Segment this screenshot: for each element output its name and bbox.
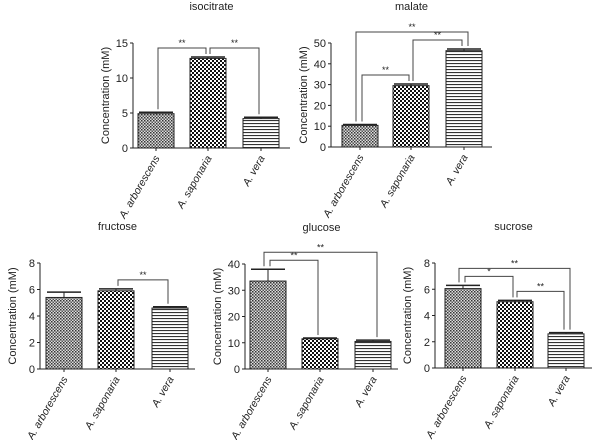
y-tick-label: 8 xyxy=(29,258,35,270)
significance-label: ** xyxy=(290,250,298,260)
significance-bracket xyxy=(355,31,469,122)
significance-bracket xyxy=(464,275,514,298)
significance-label: ** xyxy=(511,258,519,268)
x-tick-label: A. saponaria xyxy=(82,374,122,432)
chart-sucrose: sucrose Concentration (mM) 0 2 4 6 8 A. arbores… xyxy=(402,221,592,440)
bar xyxy=(547,333,585,369)
y-tick-label: 15 xyxy=(116,38,128,50)
y-tick-label: 0 xyxy=(29,364,35,376)
significance-label: ** xyxy=(317,242,325,252)
x-tick-label: A. arborescens xyxy=(116,153,163,222)
y-tick-label: 30 xyxy=(228,285,240,297)
chart-isocitrate: isocitrate Concentration (mM) 0 5 10 15 A. arb… xyxy=(100,1,290,222)
y-tick-label: 40 xyxy=(228,259,240,271)
x-tick-label: A. vera xyxy=(545,373,573,409)
significance-label: ** xyxy=(231,38,239,48)
y-tick-label: 2 xyxy=(424,337,430,349)
bar xyxy=(354,340,392,370)
chart-glucose: glucose Concentration (mM) 0 10 20 30 40 A. arb… xyxy=(212,222,398,440)
x-tick-label: A. vera xyxy=(443,152,471,188)
y-tick-label: 0 xyxy=(320,142,326,154)
chart-title: fructose xyxy=(98,221,137,233)
x-tick-label: A. arborescens xyxy=(228,374,275,440)
y-axis-label: Concentration (mM) xyxy=(212,268,224,365)
y-tick-label: 0 xyxy=(234,364,240,376)
y-tick-label: 30 xyxy=(314,80,326,92)
y-tick-label: 6 xyxy=(424,284,430,296)
y-tick-label: 4 xyxy=(29,311,35,323)
x-tick-label: A. arborescens xyxy=(24,374,71,440)
chart-title: isocitrate xyxy=(189,1,233,13)
significance-bracket xyxy=(263,251,378,338)
chart-title: glucose xyxy=(303,222,341,234)
significance-bracket xyxy=(361,74,410,122)
significance-bracket xyxy=(516,290,565,330)
y-tick-label: 50 xyxy=(314,38,326,50)
y-tick-label: 10 xyxy=(314,121,326,133)
significance-label: ** xyxy=(434,30,442,40)
significance-bracket xyxy=(157,47,207,110)
bar xyxy=(242,118,280,149)
significance-bracket xyxy=(458,267,571,330)
y-tick-label: 10 xyxy=(228,338,240,350)
significance-label: ** xyxy=(408,22,416,32)
y-tick-label: 2 xyxy=(29,338,35,350)
significance-label: ** xyxy=(537,281,545,291)
y-tick-label: 6 xyxy=(29,285,35,297)
x-tick-label: A. saponaria xyxy=(377,152,417,210)
chart-malate: malate Concentration (mM) 0 10 20 30 40 50 A. ar… xyxy=(298,1,492,221)
x-tick-label: A. saponaria xyxy=(481,373,521,431)
significance-bracket xyxy=(117,279,169,304)
y-tick-label: 20 xyxy=(228,312,240,324)
bar xyxy=(97,290,135,370)
x-tick-label: A. saponaria xyxy=(174,153,214,211)
y-tick-label: 20 xyxy=(314,100,326,112)
significance-bracket xyxy=(412,39,463,81)
significance-bracket xyxy=(269,259,319,336)
bar xyxy=(445,50,483,148)
y-tick-label: 4 xyxy=(424,311,430,323)
bar xyxy=(45,296,83,370)
y-axis-label: Concentration (mM) xyxy=(298,46,310,143)
x-tick-label: A. arborescens xyxy=(423,373,470,440)
chart-title: malate xyxy=(395,1,428,13)
bar xyxy=(392,85,430,148)
x-tick-label: A. vera xyxy=(352,374,380,410)
bar xyxy=(189,57,227,149)
x-tick-label: A. saponaria xyxy=(286,374,326,432)
bar xyxy=(444,288,482,369)
bar xyxy=(341,124,379,148)
x-tick-label: A. vera xyxy=(240,153,268,189)
significance-label: * xyxy=(487,266,491,276)
significance-label: ** xyxy=(178,38,186,48)
x-tick-label: A. vera xyxy=(149,374,177,410)
y-tick-label: 8 xyxy=(424,258,430,270)
y-tick-label: 5 xyxy=(122,108,128,120)
significance-label: ** xyxy=(139,270,147,280)
chart-fructose: fructose Concentration (mM) 0 2 4 6 8 A. arbore… xyxy=(7,221,195,440)
bar xyxy=(137,113,175,149)
y-tick-label: 40 xyxy=(314,59,326,71)
y-axis-label: Concentration (mM) xyxy=(100,47,112,144)
bar xyxy=(301,338,339,370)
y-tick-label: 0 xyxy=(424,363,430,375)
bar xyxy=(151,307,189,370)
y-axis-label: Concentration (mM) xyxy=(7,267,19,364)
chart-title: sucrose xyxy=(494,221,533,233)
y-tick-label: 0 xyxy=(122,143,128,155)
significance-label: ** xyxy=(382,65,390,75)
bar xyxy=(496,301,534,369)
x-tick-label: A. arborescens xyxy=(320,152,367,221)
bar xyxy=(249,280,287,370)
y-axis-label: Concentration (mM) xyxy=(402,267,414,364)
y-tick-label: 10 xyxy=(116,73,128,85)
significance-bracket xyxy=(209,47,260,115)
